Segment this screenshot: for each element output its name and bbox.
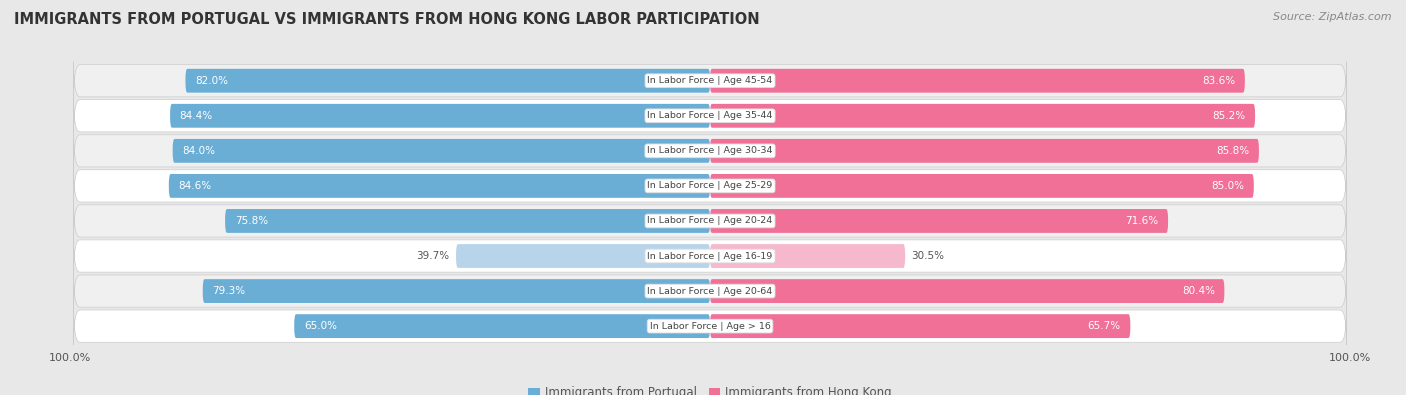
FancyBboxPatch shape	[710, 174, 1254, 198]
Text: 84.4%: 84.4%	[180, 111, 212, 121]
FancyBboxPatch shape	[225, 209, 710, 233]
Text: 85.0%: 85.0%	[1211, 181, 1244, 191]
Text: In Labor Force | Age 25-29: In Labor Force | Age 25-29	[647, 181, 773, 190]
FancyBboxPatch shape	[170, 104, 710, 128]
Text: 65.7%: 65.7%	[1088, 321, 1121, 331]
FancyBboxPatch shape	[710, 139, 1258, 163]
Text: In Labor Force | Age 20-24: In Labor Force | Age 20-24	[647, 216, 773, 226]
FancyBboxPatch shape	[710, 244, 905, 268]
Text: In Labor Force | Age 45-54: In Labor Force | Age 45-54	[647, 76, 773, 85]
FancyBboxPatch shape	[710, 279, 1225, 303]
FancyBboxPatch shape	[186, 69, 710, 93]
FancyBboxPatch shape	[169, 174, 710, 198]
FancyBboxPatch shape	[73, 97, 1347, 135]
Text: 84.0%: 84.0%	[183, 146, 215, 156]
Text: In Labor Force | Age 35-44: In Labor Force | Age 35-44	[647, 111, 773, 120]
FancyBboxPatch shape	[73, 62, 1347, 100]
Text: 39.7%: 39.7%	[416, 251, 450, 261]
Text: 85.8%: 85.8%	[1216, 146, 1250, 156]
Text: In Labor Force | Age 20-64: In Labor Force | Age 20-64	[647, 286, 773, 295]
Text: 75.8%: 75.8%	[235, 216, 267, 226]
FancyBboxPatch shape	[173, 139, 710, 163]
Text: 84.6%: 84.6%	[179, 181, 211, 191]
FancyBboxPatch shape	[710, 209, 1168, 233]
Text: 30.5%: 30.5%	[911, 251, 945, 261]
FancyBboxPatch shape	[456, 244, 710, 268]
Text: 82.0%: 82.0%	[195, 76, 228, 86]
Text: 85.2%: 85.2%	[1212, 111, 1246, 121]
Legend: Immigrants from Portugal, Immigrants from Hong Kong: Immigrants from Portugal, Immigrants fro…	[529, 386, 891, 395]
Text: 80.4%: 80.4%	[1182, 286, 1215, 296]
FancyBboxPatch shape	[710, 314, 1130, 338]
FancyBboxPatch shape	[73, 202, 1347, 240]
Text: In Labor Force | Age 16-19: In Labor Force | Age 16-19	[647, 252, 773, 261]
Text: 79.3%: 79.3%	[212, 286, 246, 296]
FancyBboxPatch shape	[294, 314, 710, 338]
Text: Source: ZipAtlas.com: Source: ZipAtlas.com	[1274, 12, 1392, 22]
FancyBboxPatch shape	[73, 167, 1347, 205]
FancyBboxPatch shape	[73, 307, 1347, 345]
Text: In Labor Force | Age 30-34: In Labor Force | Age 30-34	[647, 146, 773, 155]
FancyBboxPatch shape	[202, 279, 710, 303]
FancyBboxPatch shape	[73, 237, 1347, 275]
FancyBboxPatch shape	[710, 104, 1256, 128]
FancyBboxPatch shape	[73, 132, 1347, 170]
Text: 71.6%: 71.6%	[1125, 216, 1159, 226]
FancyBboxPatch shape	[73, 272, 1347, 310]
Text: 65.0%: 65.0%	[304, 321, 337, 331]
Text: 83.6%: 83.6%	[1202, 76, 1236, 86]
Text: IMMIGRANTS FROM PORTUGAL VS IMMIGRANTS FROM HONG KONG LABOR PARTICIPATION: IMMIGRANTS FROM PORTUGAL VS IMMIGRANTS F…	[14, 12, 759, 27]
Text: In Labor Force | Age > 16: In Labor Force | Age > 16	[650, 322, 770, 331]
FancyBboxPatch shape	[710, 69, 1244, 93]
